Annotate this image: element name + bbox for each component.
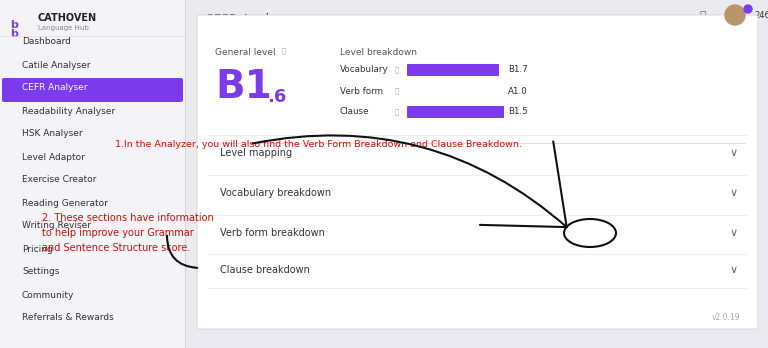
FancyBboxPatch shape: [0, 0, 185, 348]
Text: Language Hub: Language Hub: [38, 25, 89, 31]
Text: General level: General level: [215, 48, 276, 57]
Text: CEFR Analyser: CEFR Analyser: [205, 13, 296, 26]
Text: Vocabulary: Vocabulary: [340, 65, 389, 74]
Text: ∨: ∨: [730, 188, 738, 198]
Text: Catile Analyser: Catile Analyser: [22, 61, 91, 70]
Text: ⓘ: ⓘ: [395, 88, 399, 94]
Text: Pricing: Pricing: [22, 245, 53, 253]
Text: 1.In the Analyzer, you will also find the Verb Form Breakdown and Clause Breakdo: 1.In the Analyzer, you will also find th…: [115, 140, 522, 149]
Text: Readability Analyser: Readability Analyser: [22, 106, 115, 116]
FancyBboxPatch shape: [407, 64, 499, 76]
Text: Settings: Settings: [22, 268, 59, 277]
Text: CATHOVEN: CATHOVEN: [38, 13, 97, 23]
Text: ∨: ∨: [730, 228, 738, 238]
Text: CEFR Analyser: CEFR Analyser: [22, 84, 88, 93]
Text: 2. These sections have information
to help improve your Grammar
and Sentence Str: 2. These sections have information to he…: [42, 213, 214, 253]
Text: HSK Analyser: HSK Analyser: [22, 129, 83, 139]
Text: Exercise Creator: Exercise Creator: [22, 175, 96, 184]
Text: Referrals & Rewards: Referrals & Rewards: [22, 314, 114, 323]
Text: Community: Community: [22, 291, 74, 300]
FancyArrowPatch shape: [167, 236, 197, 268]
Circle shape: [744, 5, 752, 13]
Circle shape: [725, 5, 745, 25]
Text: Reading Generator: Reading Generator: [22, 198, 108, 207]
Text: ∨: ∨: [730, 265, 738, 275]
Text: Level breakdown: Level breakdown: [340, 48, 417, 57]
Text: b
b: b b: [10, 20, 18, 39]
Text: ⓘ: ⓘ: [395, 109, 399, 115]
Text: Dashboard: Dashboard: [22, 38, 71, 47]
Text: .6: .6: [267, 88, 286, 106]
Text: 246: 246: [754, 11, 768, 20]
FancyArrowPatch shape: [253, 135, 567, 227]
Text: ⓘ: ⓘ: [395, 67, 399, 73]
Text: ⏰: ⏰: [700, 11, 707, 21]
Text: B1: B1: [215, 68, 272, 106]
Text: A1.0: A1.0: [508, 87, 528, 95]
Text: Clause breakdown: Clause breakdown: [220, 265, 310, 275]
Text: ∨: ∨: [730, 148, 738, 158]
Text: Clause: Clause: [340, 108, 369, 117]
Text: B1.5: B1.5: [508, 108, 528, 117]
Text: ⓘ: ⓘ: [282, 47, 286, 54]
Text: Verb form: Verb form: [340, 87, 383, 95]
FancyBboxPatch shape: [197, 15, 758, 329]
Text: Vocabulary breakdown: Vocabulary breakdown: [220, 188, 331, 198]
Text: Verb form breakdown: Verb form breakdown: [220, 228, 325, 238]
Text: Writing Reviser: Writing Reviser: [22, 221, 91, 230]
FancyBboxPatch shape: [407, 106, 504, 118]
FancyBboxPatch shape: [2, 78, 183, 102]
Text: B1.7: B1.7: [508, 65, 528, 74]
Text: v2.0.19: v2.0.19: [711, 314, 740, 323]
Text: Level mapping: Level mapping: [220, 148, 292, 158]
Text: Level Adaptor: Level Adaptor: [22, 152, 85, 161]
